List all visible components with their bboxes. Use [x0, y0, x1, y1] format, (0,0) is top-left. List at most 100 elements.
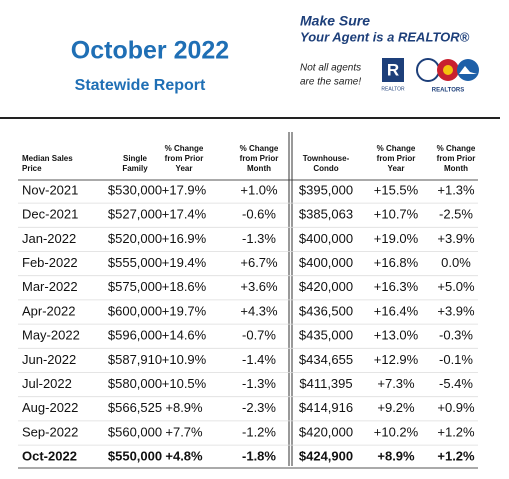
note: Not all agents	[300, 63, 361, 74]
cell: $420,000	[299, 279, 353, 294]
cell: Sep-2022	[22, 424, 78, 439]
cell: +16.9%	[162, 231, 207, 246]
cell: Feb-2022	[22, 255, 78, 270]
cell: $400,000	[299, 255, 353, 270]
cell: $420,000	[299, 424, 353, 439]
cell: -1.3%	[242, 376, 276, 391]
cell: $580,000	[108, 376, 162, 391]
subtitle: Statewide Report	[75, 77, 206, 94]
cell: -0.3%	[439, 328, 473, 343]
cell: +3.6%	[240, 279, 278, 294]
cell: +8.9%	[377, 449, 415, 464]
cell: $395,000	[299, 182, 353, 197]
cell: +1.2%	[437, 449, 475, 464]
cell: +10.2%	[374, 424, 419, 439]
cell: +17.4%	[162, 207, 207, 222]
cell: +13.0%	[374, 328, 419, 343]
cell: +7.7%	[165, 424, 203, 439]
cell: +18.6%	[162, 279, 207, 294]
cell: +0.9%	[437, 400, 475, 415]
cell: Mar-2022	[22, 279, 78, 294]
cell: +3.9%	[437, 303, 475, 318]
cell: +19.4%	[162, 255, 207, 270]
cell: +6.7%	[240, 255, 278, 270]
column-header: % Change	[437, 144, 476, 153]
cell: +1.3%	[437, 182, 475, 197]
cell: -5.4%	[439, 376, 473, 391]
cell: $400,000	[299, 231, 353, 246]
column-header: % Change	[165, 144, 204, 153]
cell: $560,000	[108, 424, 162, 439]
cell: $596,000	[108, 328, 162, 343]
cell: $434,655	[299, 352, 353, 367]
cell: -2.5%	[439, 207, 473, 222]
cell: +5.0%	[437, 279, 475, 294]
column-header: % Change	[240, 144, 279, 153]
tagline: Your Agent is a REALTOR®	[300, 29, 470, 44]
cell: +12.9%	[374, 352, 419, 367]
cell: +4.3%	[240, 303, 278, 318]
column-header: Month	[247, 164, 271, 173]
cell: $566,525	[108, 400, 162, 415]
cell: +16.4%	[374, 303, 419, 318]
cell: +19.7%	[162, 303, 207, 318]
note: are the same!	[300, 77, 361, 88]
cell: +17.9%	[162, 182, 207, 197]
column-header: from Prior	[240, 154, 279, 163]
column-header: Price	[22, 164, 42, 173]
cell: -1.8%	[242, 449, 276, 464]
cell: -0.1%	[439, 352, 473, 367]
tagline: Make Sure	[300, 13, 370, 29]
cell: $530,000	[108, 182, 162, 197]
cell: Jan-2022	[22, 231, 76, 246]
cell: Oct-2022	[22, 449, 77, 464]
column-header: from Prior	[377, 154, 416, 163]
column-header: from Prior	[165, 154, 204, 163]
cell: -2.3%	[242, 400, 276, 415]
cell: Jul-2022	[22, 376, 72, 391]
cell: $520,000	[108, 231, 162, 246]
cell: 0.0%	[441, 255, 471, 270]
cell: +16.8%	[374, 255, 419, 270]
cell: +14.6%	[162, 328, 207, 343]
cell: +19.0%	[374, 231, 419, 246]
logo-label: REALTOR	[381, 86, 405, 92]
cell: $555,000	[108, 255, 162, 270]
cell: $414,916	[299, 400, 353, 415]
cell: +8.9%	[165, 400, 203, 415]
column-header: Family	[122, 164, 148, 173]
title: October 2022	[71, 37, 229, 65]
cell: +1.0%	[240, 182, 278, 197]
cell: +7.3%	[377, 376, 415, 391]
cell: $436,500	[299, 303, 353, 318]
cell: Jun-2022	[22, 352, 76, 367]
cell: -1.2%	[242, 424, 276, 439]
cell: +1.2%	[437, 424, 475, 439]
cell: -0.7%	[242, 328, 276, 343]
realtor-logo: R REALTOR	[381, 58, 405, 92]
cell: $385,063	[299, 207, 353, 222]
column-header: Condo	[313, 164, 338, 173]
cell: May-2022	[22, 328, 80, 343]
cell: +15.5%	[374, 182, 419, 197]
cell: $527,000	[108, 207, 162, 222]
colorado-logo: REALTORS	[416, 58, 479, 94]
cell: +4.8%	[165, 449, 203, 464]
cell: +10.9%	[162, 352, 207, 367]
column-header: Year	[388, 164, 405, 173]
column-header: Townhouse-	[303, 154, 350, 163]
cell: +10.7%	[374, 207, 419, 222]
cell: $424,900	[299, 449, 353, 464]
cell: $600,000	[108, 303, 162, 318]
cell: -0.6%	[242, 207, 276, 222]
cell: Nov-2021	[22, 182, 78, 197]
cell: $435,000	[299, 328, 353, 343]
cell: +10.5%	[162, 376, 207, 391]
cell: $575,000	[108, 279, 162, 294]
logo-label: REALTORS	[432, 88, 464, 94]
cell: +16.3%	[374, 279, 419, 294]
column-header: Single	[123, 154, 148, 163]
cell: Aug-2022	[22, 400, 78, 415]
